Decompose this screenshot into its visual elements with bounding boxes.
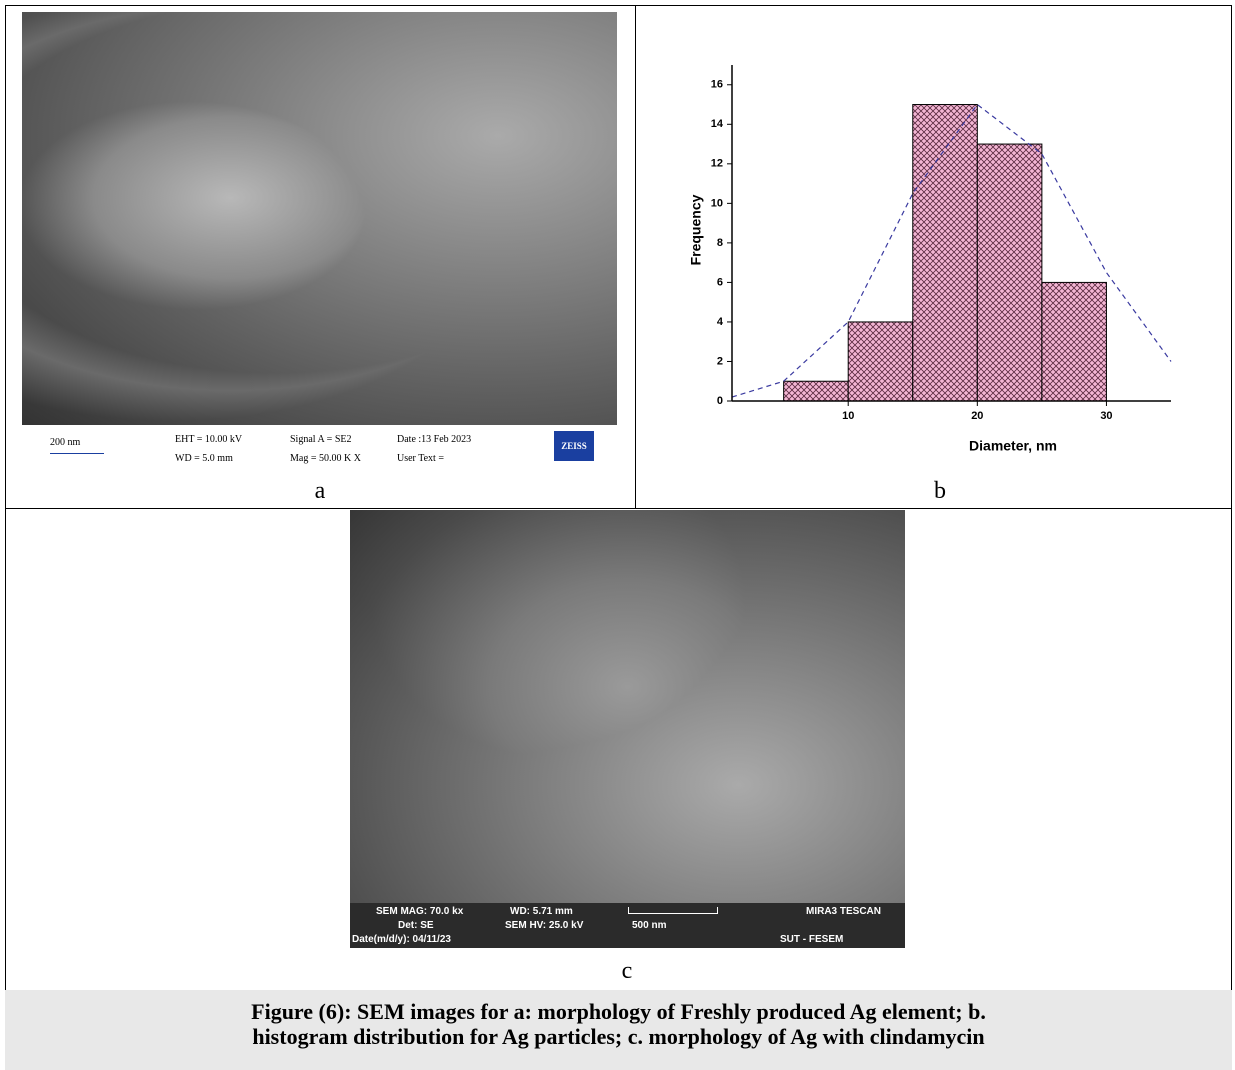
x-tick-label: 30 — [1100, 410, 1112, 422]
y-tick-label: 12 — [711, 158, 723, 170]
y-tick-label: 0 — [717, 395, 723, 407]
info: SUT - FESEM — [780, 934, 843, 945]
scale-ruler — [628, 907, 718, 914]
y-tick-label: 8 — [717, 237, 723, 249]
info: Mag = 50.00 K X — [290, 453, 361, 464]
y-tick-label: 4 — [717, 316, 724, 328]
x-tick-label: 20 — [971, 410, 983, 422]
info: MIRA3 TESCAN — [806, 906, 881, 917]
info: Date :13 Feb 2023 — [397, 434, 471, 445]
y-tick-label: 6 — [717, 276, 723, 288]
panel-label: c — [622, 958, 633, 985]
info: Det: SE — [398, 920, 434, 931]
y-tick-label: 10 — [711, 197, 723, 209]
y-tick-label: 14 — [711, 118, 724, 130]
sem-image-a — [22, 12, 617, 425]
info: WD = 5.0 mm — [175, 453, 233, 464]
histogram: Frequency Diameter, nm 0 2 4 6 8 10 12 14 16 10 20… — [636, 6, 1231, 508]
info: 500 nm — [632, 920, 666, 931]
caption-line: histogram distribution for Ag particles;… — [5, 1024, 1232, 1049]
bar — [1042, 282, 1107, 401]
page: 200 nm EHT = 10.00 kV WD = 5.0 mm Signal… — [0, 0, 1235, 1057]
logo: ZEISS — [554, 431, 594, 461]
scale-bar: 200 nm — [50, 437, 80, 448]
sem-info-bar-a: 200 nm EHT = 10.00 kV WD = 5.0 mm Signal… — [22, 425, 617, 470]
y-tick-label: 16 — [711, 79, 723, 91]
panel-label: b — [934, 478, 946, 505]
info: EHT = 10.00 kV — [175, 434, 242, 445]
sem-image-c — [350, 510, 905, 903]
x-tick-label: 10 — [842, 410, 854, 422]
caption: Figure (6): SEM images for a: morphology… — [5, 990, 1232, 1070]
caption-line: Figure (6): SEM images for a: morphology… — [5, 999, 1232, 1024]
info: User Text = — [397, 453, 444, 464]
info: SEM MAG: 70.0 kx — [376, 906, 463, 917]
y-tick-label: 2 — [717, 355, 723, 367]
scale-line — [50, 453, 104, 454]
info: Signal A = SE2 — [290, 434, 351, 445]
info: Date(m/d/y): 04/11/23 — [352, 934, 451, 945]
x-axis-title: Diameter, nm — [969, 438, 1057, 454]
info: WD: 5.71 mm — [510, 906, 573, 917]
bar — [913, 105, 978, 401]
panel-label: a — [315, 478, 326, 505]
info: SEM HV: 25.0 kV — [505, 920, 583, 931]
sem-info-bar-c: SEM MAG: 70.0 kx WD: 5.71 mm MIRA3 TESCA… — [350, 903, 905, 948]
bar — [848, 322, 913, 401]
bar — [784, 381, 849, 401]
y-axis-title: Frequency — [688, 194, 704, 265]
bar — [977, 144, 1042, 401]
